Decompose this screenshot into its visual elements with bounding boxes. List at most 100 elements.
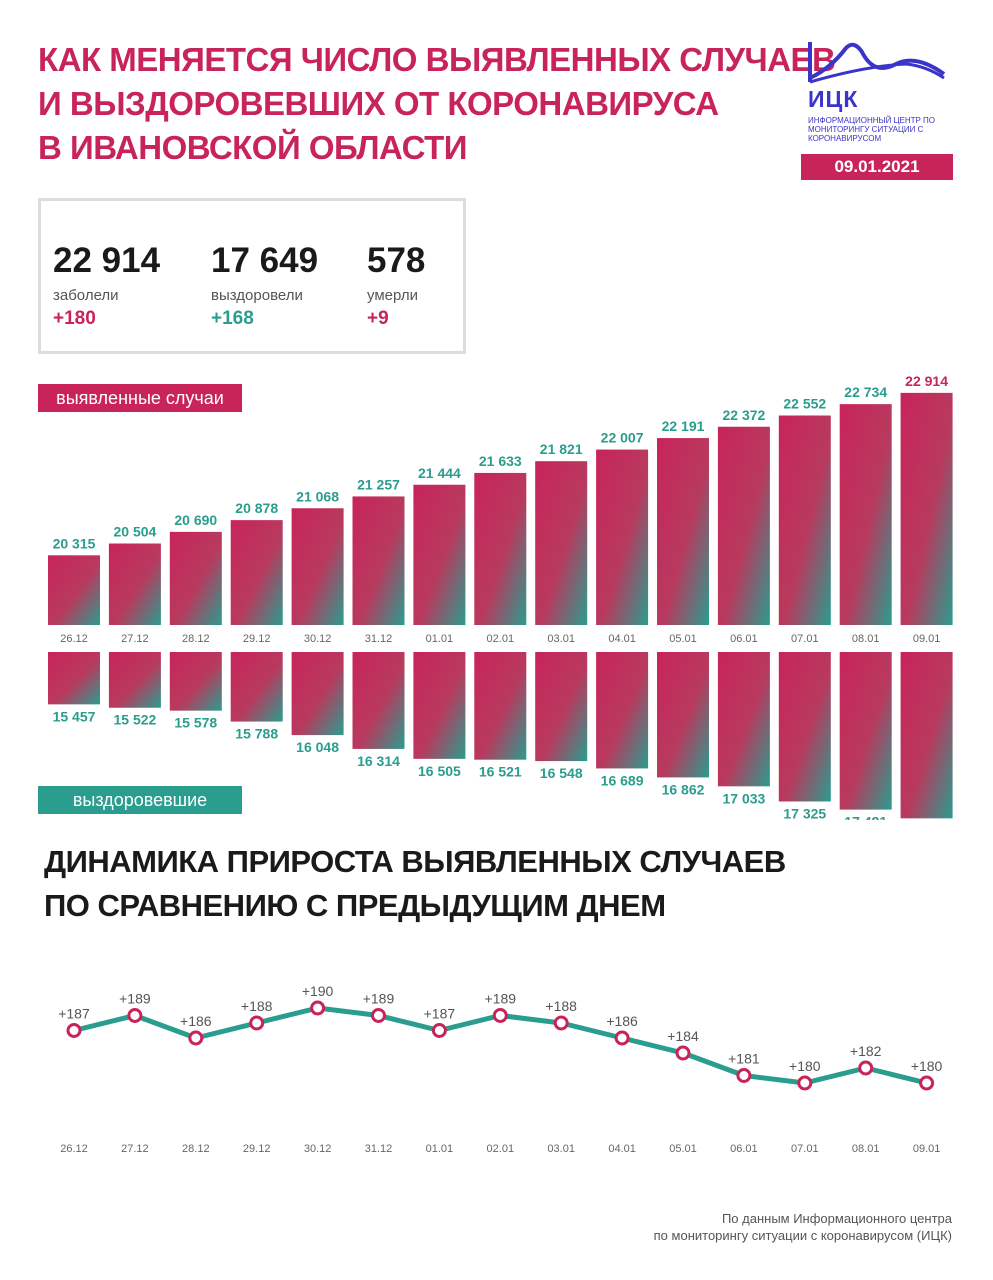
x-tick-label: 28.12 [182, 633, 210, 645]
recovered-bar-label: 16 862 [662, 781, 705, 797]
cases-bar-label: 20 504 [113, 524, 156, 540]
logo-name: ИЦК [808, 86, 859, 112]
growth-point [614, 1030, 630, 1046]
x-tick-label: 26.12 [60, 1143, 88, 1155]
x-tick-label: 30.12 [304, 1143, 332, 1155]
cases-bar [474, 472, 527, 625]
cases-bar-label: 22 552 [783, 396, 826, 412]
recovered-bar [474, 652, 527, 760]
cases-bar [230, 520, 283, 625]
growth-point-label: +189 [363, 991, 395, 1007]
logo-subtitle: Информационный центр по мониторингу ситу… [808, 116, 936, 143]
cases-bar-label: 20 315 [53, 535, 96, 551]
x-tick-label: 04.01 [608, 633, 636, 645]
stat-recovered-value: 17 649 [211, 241, 319, 280]
cases-bar-label: 21 821 [540, 441, 583, 457]
growth-point [371, 1008, 386, 1023]
growth-point-label: +184 [667, 1028, 699, 1044]
source-line-1: По данным Информационного центра [721, 1211, 952, 1226]
recovered-bar-label: 16 689 [601, 772, 644, 788]
recovered-bar [291, 652, 344, 736]
cases-bar-label: 22 007 [601, 430, 644, 446]
x-tick-label: 09.01 [913, 633, 941, 645]
stat-deaths-delta: +9 [367, 308, 389, 329]
growth-point [492, 1008, 508, 1023]
recovered-bar [169, 652, 222, 711]
stat-recovered-label: выздоровели [211, 287, 303, 304]
growth-point [431, 1023, 447, 1038]
x-tick-label: 06.01 [730, 633, 758, 645]
x-tick-label: 06.01 [730, 1143, 758, 1155]
cases-bar [108, 543, 161, 625]
growth-point-label: +180 [911, 1058, 943, 1074]
growth-point [66, 1023, 82, 1038]
cases-bar [596, 449, 649, 625]
x-tick-label: 04.01 [608, 1143, 636, 1155]
recovered-bar-label: 15 522 [113, 712, 156, 728]
cases-bar [169, 531, 222, 625]
growth-title-line-2: по сравнению с предыдущим днем [44, 888, 666, 923]
recovered-bar [900, 652, 953, 819]
x-tick-label: 31.12 [365, 633, 393, 645]
recovered-bar-label: 17 033 [722, 790, 765, 806]
cases-bar [717, 426, 770, 625]
growth-point-label: +187 [58, 1006, 90, 1022]
recovered-bar [108, 652, 161, 708]
x-tick-label: 09.01 [913, 1143, 941, 1155]
growth-point-label: +186 [180, 1013, 212, 1029]
growth-point [797, 1075, 813, 1091]
stat-deaths-value: 578 [367, 241, 426, 280]
cases-bar-label: 20 690 [174, 512, 217, 528]
recovered-bar-label: 16 548 [540, 765, 583, 781]
recovered-bar-label: 16 521 [479, 764, 522, 780]
title-line-2: и выздоровевших от коронавируса [38, 85, 719, 122]
page-title: Как меняется число выявленных случаев и … [38, 38, 836, 170]
stat-cases: 22 914 заболели +180 [53, 241, 160, 330]
x-tick-label: 31.12 [365, 1143, 393, 1155]
cases-bar [900, 392, 953, 625]
growth-point-label: +187 [424, 1006, 456, 1022]
growth-point-label: +189 [485, 991, 517, 1007]
growth-point-label: +188 [545, 998, 577, 1014]
title-line-1: Как меняется число выявленных случаев [38, 41, 836, 78]
x-tick-label: 27.12 [121, 1143, 149, 1155]
recovered-bar [657, 652, 709, 778]
growth-point [736, 1068, 752, 1083]
cases-recovered-bar-chart: 20 315 26.12 15 457 20 504 27.12 15 522 20 690… [48, 373, 953, 820]
cases-bar-label: 21 444 [418, 465, 461, 481]
x-tick-label: 05.01 [669, 1143, 697, 1155]
growth-title-line-1: Динамика прироста выявленных случаев [44, 844, 786, 879]
x-tick-label: 08.01 [852, 633, 880, 645]
cases-bar-label: 20 878 [235, 500, 278, 516]
growth-point [127, 1008, 143, 1023]
stat-recovered-delta: +168 [211, 308, 254, 329]
growth-point [553, 1015, 569, 1031]
cases-bar [657, 438, 709, 625]
source-note: По данным Информационного центра по мони… [654, 1210, 952, 1244]
x-tick-label: 03.01 [547, 633, 575, 645]
recovered-bar [717, 652, 770, 787]
cases-bar-label: 21 633 [479, 453, 522, 469]
cases-bar [839, 404, 892, 625]
x-tick-label: 07.01 [791, 633, 819, 645]
stat-deaths: 578 умерли +9 [367, 241, 425, 330]
recovered-bar-label: 15 457 [53, 708, 96, 724]
logo-wave-icon [808, 42, 946, 84]
recovered-bar [230, 652, 283, 722]
x-tick-label: 01.01 [426, 1143, 454, 1155]
date-badge: 09.01.2021 [801, 154, 953, 180]
recovered-bar-label: 15 578 [174, 715, 217, 731]
growth-point-label: +190 [302, 983, 334, 999]
tag-recovered: выздоровевшие [38, 786, 242, 814]
cases-bar-label: 22 191 [662, 418, 705, 434]
cases-bar [535, 461, 588, 625]
x-tick-label: 08.01 [852, 1143, 880, 1155]
growth-point [249, 1015, 265, 1031]
growth-point [919, 1075, 935, 1091]
recovered-bar [352, 652, 405, 749]
x-tick-label: 29.12 [243, 633, 271, 645]
x-tick-label: 02.01 [487, 1143, 515, 1155]
cases-bar [48, 555, 100, 625]
stats-panel: 22 914 заболели +180 17 649 выздоровели … [38, 198, 466, 354]
stat-cases-label: заболели [53, 287, 119, 304]
